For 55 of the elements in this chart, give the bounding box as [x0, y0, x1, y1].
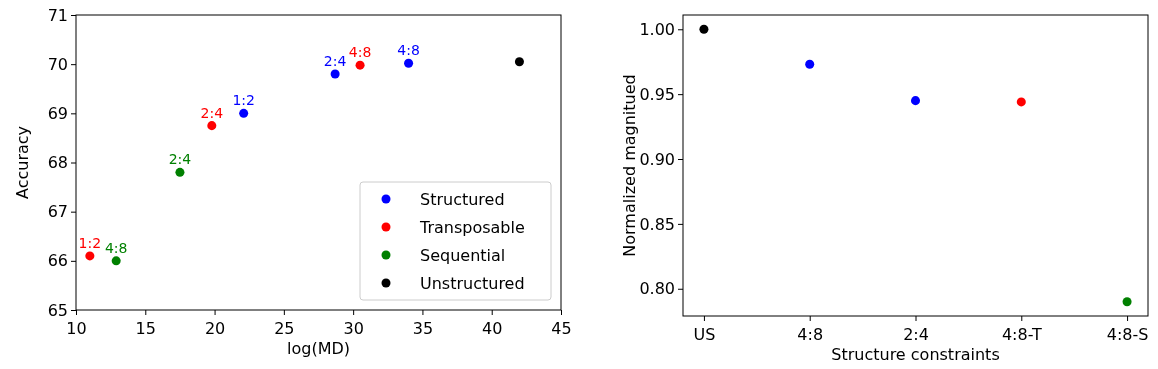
- data-label: 1:2: [232, 92, 255, 109]
- point: [239, 108, 249, 118]
- y-tick-label: 67: [47, 202, 68, 222]
- data-label: 2:4: [323, 53, 347, 69]
- point: [910, 96, 921, 106]
- point: [330, 69, 340, 79]
- point: [1122, 297, 1132, 307]
- x-tick-label: 15: [135, 319, 156, 338]
- point: [355, 60, 365, 70]
- y-tick-label: 1.00: [639, 19, 675, 39]
- x-tick-label: 4:8-S: [1106, 325, 1149, 344]
- x-tick-label: 25: [274, 319, 295, 338]
- x-tick-label: 4:8-T: [1001, 325, 1042, 344]
- y-tick-label: 0.90: [639, 149, 675, 169]
- data-label: 2:4: [200, 104, 224, 121]
- x-tick-label: 10: [66, 319, 87, 338]
- y-tick-label: 0.85: [639, 214, 675, 234]
- y-tick-label: 70: [47, 54, 68, 74]
- y-tick-label: 66: [47, 251, 68, 271]
- point: [175, 167, 185, 177]
- x-tick-label: 20: [204, 319, 226, 338]
- x-tick-label: 30: [343, 319, 364, 338]
- legend-label: Unstructured: [420, 273, 525, 293]
- y-tick-label: 68: [47, 153, 68, 173]
- x-tick-label: 45: [551, 319, 572, 338]
- data-label: 4:8: [397, 42, 420, 59]
- y-tick-label: 65: [47, 300, 68, 320]
- y-axis-title: Normalized magnitued: [620, 74, 639, 257]
- x-axis-title: log(MD): [287, 339, 350, 358]
- data-label: 4:8: [104, 239, 128, 256]
- legend-label: Transposable: [419, 217, 525, 237]
- point: [805, 59, 815, 69]
- x-tick-label: 35: [412, 319, 434, 338]
- x-tick-label: 2:4: [903, 325, 929, 344]
- x-tick-label: 40: [482, 319, 503, 338]
- legend-label: Sequential: [420, 245, 506, 265]
- point: [699, 24, 709, 34]
- point: [85, 251, 95, 261]
- point: [111, 256, 121, 266]
- y-tick-label: 71: [47, 5, 68, 25]
- x-tick-label: 4:8: [797, 325, 824, 344]
- x-tick-label: US: [693, 325, 716, 344]
- point: [514, 57, 524, 67]
- y-axis-title: Accuracy: [13, 125, 32, 200]
- y-tick-label: 0.95: [639, 84, 675, 104]
- y-tick-label: 69: [47, 103, 68, 123]
- point: [207, 121, 217, 131]
- data-label: 4:8: [348, 44, 372, 61]
- point: [1016, 97, 1026, 107]
- point: [404, 58, 414, 68]
- legend-label: Structured: [420, 189, 505, 209]
- data-label: 2:4: [168, 151, 192, 168]
- y-tick-label: 0.80: [639, 279, 675, 299]
- data-label: 1:2: [78, 234, 102, 251]
- x-axis-title: Structure constraints: [831, 345, 1000, 364]
